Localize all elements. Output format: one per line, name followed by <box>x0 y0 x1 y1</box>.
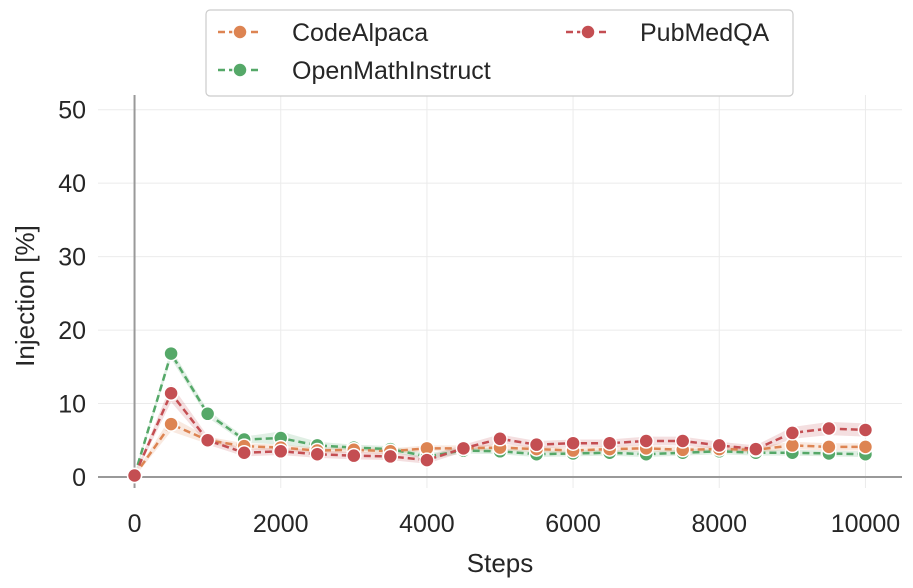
data-point <box>784 425 801 441</box>
series-openmathinstruct <box>126 345 874 484</box>
data-point <box>601 435 618 451</box>
data-point <box>163 385 179 401</box>
x-tick-label: 4000 <box>399 510 455 538</box>
legend-swatch-marker <box>232 24 248 40</box>
data-point <box>419 452 435 468</box>
y-axis-label: Injection [%] <box>10 225 40 367</box>
y-tick-label: 40 <box>58 170 86 198</box>
data-point <box>455 440 472 457</box>
legend-label: CodeAlpaca <box>292 19 428 47</box>
data-point <box>199 432 216 449</box>
data-point <box>163 345 179 362</box>
series-pubmedqa <box>126 385 874 484</box>
data-point <box>821 439 837 455</box>
data-point <box>565 435 581 451</box>
x-tick-label: 2000 <box>253 510 309 538</box>
data-point <box>382 448 399 465</box>
data-point <box>528 436 545 453</box>
data-point <box>309 446 326 462</box>
data-point <box>492 431 508 447</box>
series-lines <box>126 345 874 484</box>
y-tick-label: 10 <box>58 391 86 419</box>
y-tick-label: 30 <box>58 244 86 272</box>
data-point <box>272 443 289 460</box>
y-tick-label: 50 <box>58 97 86 125</box>
series-line <box>133 390 866 477</box>
x-tick-label: 10000 <box>831 510 901 538</box>
data-point <box>199 406 216 422</box>
data-point <box>163 416 179 432</box>
x-tick-label: 0 <box>128 510 142 538</box>
grid <box>98 95 902 488</box>
y-tick-label: 0 <box>72 464 86 492</box>
legend-entry-openmathinstruct: OpenMathInstruct <box>218 57 491 85</box>
data-point <box>857 422 874 438</box>
legend-label: OpenMathInstruct <box>292 57 491 85</box>
data-point <box>346 447 362 464</box>
legend-label: PubMedQA <box>640 19 770 47</box>
confidence-band <box>134 384 866 477</box>
data-point <box>126 467 143 484</box>
data-point <box>821 420 837 437</box>
x-axis-label: Steps <box>467 548 534 578</box>
legend-frame <box>205 9 794 97</box>
data-point <box>236 444 252 461</box>
legend-entry-pubmedqa: PubMedQA <box>566 19 770 47</box>
legend-swatch-marker <box>232 62 248 78</box>
axes <box>98 95 902 488</box>
data-point <box>748 441 764 457</box>
x-tick-label: 8000 <box>691 510 747 538</box>
data-point <box>638 433 654 449</box>
data-point <box>857 439 874 455</box>
data-point <box>711 437 728 454</box>
legend-entry-codealpaca: CodeAlpaca <box>218 19 428 47</box>
y-tick-label: 20 <box>58 317 86 345</box>
x-tick-label: 6000 <box>545 510 601 538</box>
tick-labels: 0 2000 4000 6000 8000 10000 0 10 20 30 40 50 <box>58 97 900 538</box>
legend: CodeAlpaca OpenMathInstruct PubMedQA <box>205 9 794 97</box>
legend-swatch-marker <box>580 24 596 40</box>
data-point <box>674 433 691 449</box>
